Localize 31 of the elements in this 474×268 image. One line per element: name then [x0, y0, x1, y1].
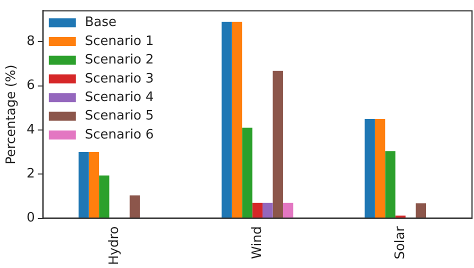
x-tick-label: Hydro [106, 226, 122, 265]
legend-label: Scenario 2 [84, 52, 154, 68]
bar [232, 22, 242, 218]
legend-label: Base [84, 15, 117, 30]
bar [222, 22, 232, 218]
bar [282, 202, 294, 218]
legend-label: Scenario 4 [84, 90, 154, 105]
legend-label: Scenario 5 [84, 108, 154, 124]
y-tick-label: 8 [26, 34, 35, 50]
bar [364, 118, 375, 218]
bar [130, 195, 140, 218]
legend-label: Scenario 6 [84, 127, 154, 142]
x-tick-label: Wind [250, 226, 265, 259]
bar [88, 152, 100, 218]
bar [385, 151, 396, 218]
bar [374, 118, 386, 218]
bar [78, 152, 89, 218]
bar [272, 70, 283, 218]
legend-label: Scenario 3 [84, 71, 154, 86]
x-tick-label: Solar [392, 226, 408, 260]
bar [416, 203, 426, 218]
y-axis-title: Percentage (%) [4, 64, 20, 164]
y-tick-label: 6 [26, 78, 35, 94]
bar [242, 128, 252, 218]
y-tick-label: 2 [26, 166, 35, 182]
legend-label: Scenario 1 [84, 34, 154, 49]
bar [262, 202, 273, 218]
y-tick-label: 4 [26, 122, 35, 138]
bar [252, 202, 263, 218]
bar [99, 175, 110, 218]
y-tick-label: 0 [26, 210, 35, 226]
